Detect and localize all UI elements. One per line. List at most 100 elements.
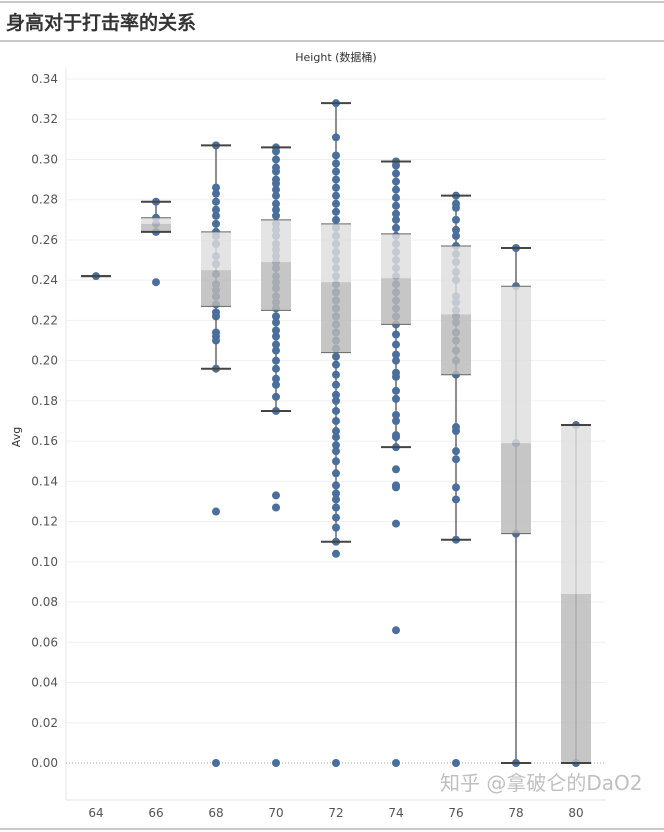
y-tick-label: 0.08 (31, 595, 58, 609)
box-lower-half (321, 282, 351, 353)
data-point (452, 231, 460, 240)
box-upper-half (201, 231, 231, 271)
y-tick-label: 0.04 (31, 676, 58, 690)
box-74 (381, 157, 411, 767)
data-point (392, 433, 400, 442)
x-axis-header: Height (数据桶) (295, 50, 376, 64)
data-point (272, 392, 280, 401)
data-point (332, 481, 340, 490)
data-point (332, 396, 340, 405)
box-upper-half (501, 286, 531, 444)
page-title: 身高对于打击率的关系 (6, 12, 197, 34)
data-point (452, 225, 460, 234)
data-point (272, 167, 280, 176)
box-66 (141, 197, 171, 287)
data-point (332, 215, 340, 224)
data-point (272, 155, 280, 164)
y-tick-label: 0.06 (31, 635, 58, 649)
box-70 (261, 143, 291, 767)
box-upper-half (561, 425, 591, 595)
data-point (332, 503, 340, 512)
data-point (452, 215, 460, 224)
data-point (272, 364, 280, 373)
data-point (452, 203, 460, 212)
data-point (452, 447, 460, 456)
x-tick-label: 74 (388, 806, 403, 820)
title-separator (0, 40, 664, 42)
box-76 (441, 191, 471, 767)
x-tick-label: 80 (568, 806, 583, 820)
data-point (392, 626, 400, 635)
x-tick-label: 68 (208, 806, 223, 820)
y-tick-label: 0.30 (31, 152, 58, 166)
y-tick-label: 0.26 (31, 233, 58, 247)
x-tick-label: 64 (88, 806, 103, 820)
box-72 (321, 99, 351, 767)
y-tick-label: 0.20 (31, 354, 58, 368)
box-lower-half (561, 594, 591, 763)
data-point (212, 219, 220, 228)
data-point (272, 312, 280, 321)
data-point (272, 491, 280, 500)
box-upper-half (321, 223, 351, 283)
data-point (392, 483, 400, 492)
box-lower-half (381, 278, 411, 325)
data-point (332, 513, 340, 522)
data-point (392, 161, 400, 170)
data-point (332, 360, 340, 369)
data-point (272, 191, 280, 200)
data-point (272, 374, 280, 383)
data-point (272, 179, 280, 188)
y-tick-label: 0.18 (31, 394, 58, 408)
y-tick-label: 0.02 (31, 716, 58, 730)
y-tick-label: 0.00 (31, 756, 58, 770)
data-point (332, 447, 340, 456)
data-point (452, 759, 460, 767)
data-point (332, 406, 340, 415)
data-point (392, 372, 400, 381)
data-point (212, 197, 220, 206)
data-point (332, 199, 340, 208)
box-68 (201, 141, 231, 767)
x-tick-label: 70 (268, 806, 283, 820)
box-78 (501, 243, 531, 767)
data-point (332, 183, 340, 192)
data-point (332, 489, 340, 498)
box-lower-half (141, 223, 171, 232)
data-point (392, 410, 400, 419)
x-tick-label: 76 (448, 806, 463, 820)
box-lower-half (261, 262, 291, 311)
data-point (212, 336, 220, 345)
y-tick-label: 0.24 (31, 273, 58, 287)
data-point (332, 191, 340, 200)
data-point (452, 495, 460, 504)
data-point (332, 523, 340, 532)
data-point (392, 201, 400, 210)
data-point (332, 151, 340, 160)
data-point (392, 193, 400, 202)
data-point (392, 185, 400, 194)
data-point (212, 183, 220, 192)
data-point (392, 223, 400, 232)
data-point (152, 278, 160, 287)
x-tick-label: 72 (328, 806, 343, 820)
data-point (332, 759, 340, 767)
data-point (332, 495, 340, 504)
box-upper-half (141, 217, 171, 224)
y-tick-label: 0.28 (31, 193, 58, 207)
bottom-border (0, 828, 664, 830)
data-point (272, 318, 280, 327)
data-point (332, 469, 340, 478)
data-point (332, 417, 340, 425)
data-point (212, 759, 220, 767)
data-point (332, 167, 340, 176)
data-point (272, 326, 280, 335)
box-80 (561, 421, 591, 767)
data-point (452, 427, 460, 436)
data-point (332, 549, 340, 558)
data-point (212, 205, 220, 214)
y-tick-label: 0.34 (31, 72, 58, 86)
x-tick-label: 66 (148, 806, 163, 820)
data-point (332, 207, 340, 216)
